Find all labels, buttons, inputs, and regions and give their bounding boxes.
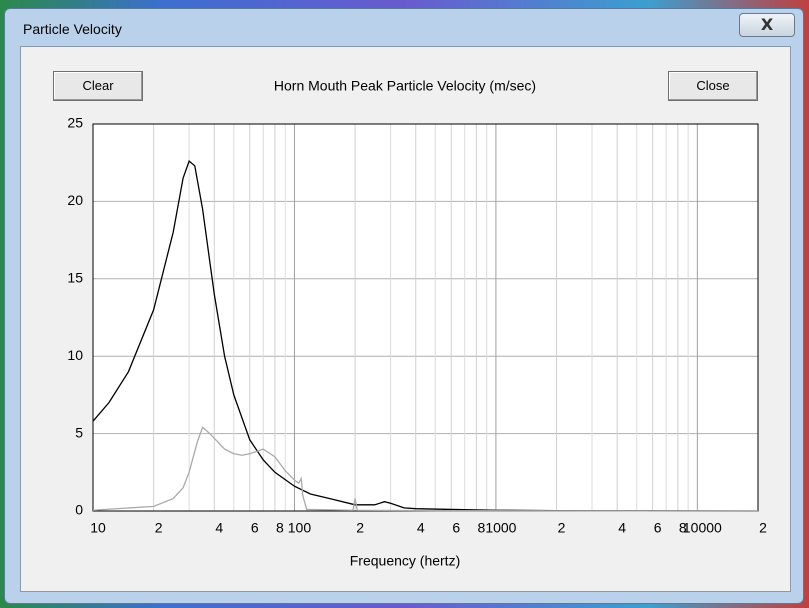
x-tick-label: 2 <box>155 520 163 536</box>
x-tick-label: 10000 <box>683 520 722 536</box>
x-tick-label: 4 <box>215 520 223 536</box>
x-tick-label: 2 <box>356 520 364 536</box>
x-tick-label: 6 <box>654 520 662 536</box>
x-tick-label: 1000 <box>485 520 516 536</box>
y-tick-label: 25 <box>67 115 83 131</box>
window-title: Particle Velocity <box>23 21 122 37</box>
x-tick-label: 4 <box>417 520 425 536</box>
x-axis-label: Frequency (hertz) <box>350 553 460 569</box>
close-window-button[interactable]: X <box>739 13 795 37</box>
chart-title: Horn Mouth Peak Particle Velocity (m/sec… <box>274 78 536 94</box>
x-tick-label: 6 <box>452 520 460 536</box>
y-tick-label: 20 <box>67 192 83 208</box>
x-tick-label: 10 <box>90 520 106 536</box>
x-tick-label: 100 <box>288 520 312 536</box>
y-tick-label: 10 <box>67 347 83 363</box>
x-tick-label: 6 <box>251 520 259 536</box>
series-line <box>92 160 759 512</box>
y-tick-label: 15 <box>67 270 83 286</box>
clear-button[interactable]: Clear <box>53 71 143 101</box>
x-tick-label: 2 <box>558 520 566 536</box>
close-button[interactable]: Close <box>668 71 758 101</box>
y-tick-label: 0 <box>75 502 83 518</box>
x-tick-label: 8 <box>477 520 485 536</box>
plot-area <box>92 123 759 512</box>
x-tick-label: 8 <box>276 520 284 536</box>
x-tick-label: 8 <box>679 520 687 536</box>
y-tick-label: 5 <box>75 424 83 440</box>
x-tick-label: 2 <box>759 520 767 536</box>
x-tick-label: 4 <box>618 520 626 536</box>
series-line <box>92 426 759 512</box>
